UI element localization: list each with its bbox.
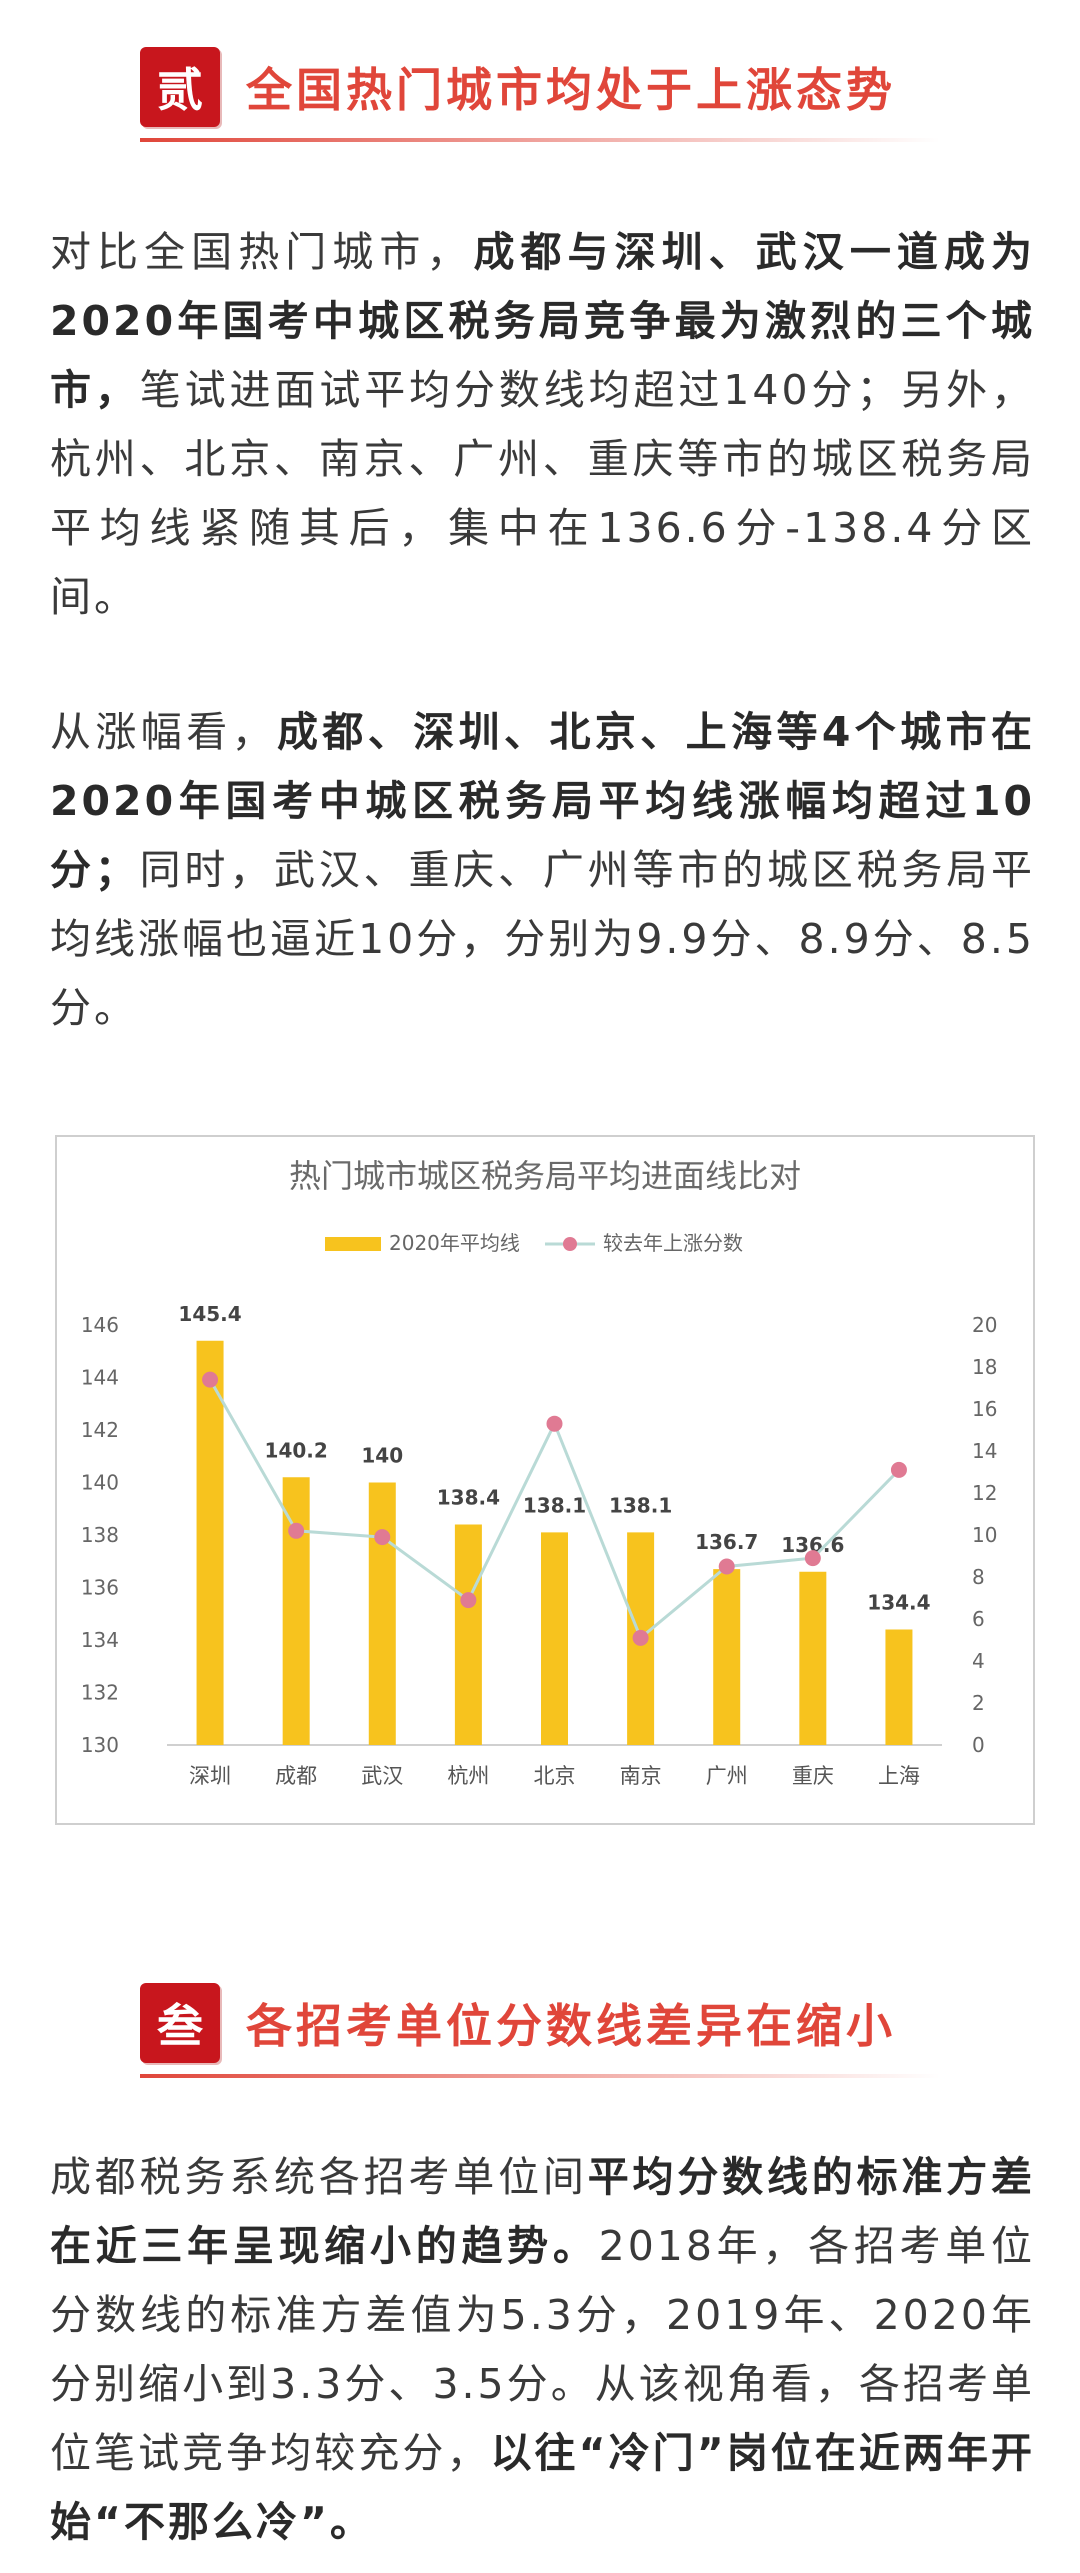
- title-underline: [140, 138, 940, 142]
- x-tick-label: 武汉: [361, 1764, 403, 1788]
- bold-text: 成都、深圳、北京、上海等4个城市在2020年国考中城区税务局平均线涨幅均超过10…: [50, 708, 1036, 894]
- x-tick-label: 成都: [275, 1764, 317, 1788]
- section-title: 全国热门城市均处于上涨态势: [246, 63, 896, 117]
- seal-icon: 叁: [140, 1983, 220, 2063]
- line-point: [632, 1629, 649, 1646]
- data-label: 138.4: [437, 1486, 500, 1510]
- x-tick-label: 广州: [706, 1764, 748, 1788]
- bar: [454, 1524, 482, 1745]
- data-label: 145.4: [178, 1302, 241, 1326]
- text: 成都税务系统各招考单位间: [50, 2153, 588, 2201]
- line-point: [718, 1558, 735, 1575]
- title-underline: [140, 2074, 940, 2078]
- y2-tick-label: 8: [972, 1565, 985, 1589]
- y2-tick-label: 20: [972, 1313, 997, 1337]
- y-tick-label: 140: [81, 1471, 119, 1495]
- y-tick-label: 142: [81, 1418, 119, 1442]
- x-tick-label: 重庆: [792, 1764, 834, 1788]
- line-point: [460, 1592, 477, 1609]
- text: 从涨幅看，: [50, 708, 278, 756]
- text: 笔试进面试平均分数线均超过140分；另外，杭州、北京、南京、广州、重庆等市的城区…: [50, 366, 1035, 621]
- y-tick-label: 130: [81, 1733, 119, 1757]
- seal-icon: 贰: [140, 47, 220, 127]
- legend-swatch-marker: [563, 1237, 577, 1251]
- y2-tick-label: 0: [972, 1733, 985, 1757]
- legend-swatch-bar: [325, 1237, 381, 1251]
- x-tick-label: 杭州: [447, 1764, 489, 1788]
- bar: [196, 1340, 224, 1745]
- plot-area: 130 132 134 136 138 140 142 144 146 0 2 4 6 8 10 12 14 16…: [81, 1302, 998, 1788]
- data-label: 136.7: [695, 1530, 758, 1554]
- line-point: [546, 1415, 563, 1432]
- text: 2018年，各招考单位分数线的标准方差值为5.3分，2019年、2020年分别缩…: [50, 2222, 1035, 2477]
- line-point: [288, 1522, 305, 1539]
- bar: [541, 1532, 568, 1745]
- chart-container: 热门城市城区税务局平均进面线比对 2020年平均线 较去年上涨分数 130 132…: [55, 1135, 1035, 1825]
- y2-tick-label: 18: [972, 1355, 997, 1379]
- bar: [713, 1569, 741, 1745]
- legend-label-bar: 2020年平均线: [389, 1231, 520, 1255]
- y2-tick-label: 10: [972, 1523, 997, 1547]
- data-label: 140.2: [265, 1438, 328, 1462]
- section-heading-3: 叁 各招考单位分数线差异在缩小: [140, 1978, 940, 2078]
- x-tick-label: 深圳: [189, 1764, 231, 1788]
- bold-text: 成都与深圳、武汉一道成为2020年国考中城区税务局竞争最为激烈的三个城市，: [50, 228, 1036, 414]
- x-tick-label: 北京: [534, 1764, 576, 1788]
- bar: [282, 1477, 310, 1745]
- y-tick-label: 136: [81, 1576, 119, 1600]
- legend: 2020年平均线 较去年上涨分数: [325, 1231, 743, 1255]
- bar-line-chart: 热门城市城区税务局平均进面线比对 2020年平均线 较去年上涨分数 130 132…: [81, 1157, 998, 1788]
- bold-text: 平均分数线的标准方差在近三年呈现缩小的趋势。: [50, 2153, 1036, 2270]
- line-point: [202, 1371, 219, 1388]
- line-point: [890, 1461, 907, 1478]
- y2-tick-label: 12: [972, 1481, 997, 1505]
- line-point: [804, 1550, 821, 1567]
- y2-tick-label: 14: [972, 1439, 997, 1463]
- data-label: 134.4: [867, 1591, 930, 1615]
- paragraph-1: 对比全国热门城市，成都与深圳、武汉一道成为2020年国考中城区税务局竞争最为激烈…: [50, 218, 1035, 632]
- legend-label-line: 较去年上涨分数: [603, 1231, 743, 1255]
- y2-tick-label: 2: [972, 1691, 985, 1715]
- bar: [885, 1629, 913, 1745]
- paragraph-3: 成都税务系统各招考单位间平均分数线的标准方差在近三年呈现缩小的趋势。2018年，…: [50, 2143, 1035, 2557]
- x-tick-label: 南京: [620, 1764, 662, 1788]
- x-tick-label: 上海: [878, 1764, 920, 1788]
- text: 同时，武汉、重庆、广州等市的城区税务局平均线涨幅也逼近10分，分别为9.9分、8…: [50, 846, 1036, 1032]
- y-tick-label: 132: [81, 1681, 119, 1705]
- data-label: 138.1: [609, 1493, 672, 1517]
- y-tick-label: 144: [81, 1366, 119, 1390]
- section-title: 各招考单位分数线差异在缩小: [246, 1999, 896, 2053]
- chart-title: 热门城市城区税务局平均进面线比对: [289, 1157, 801, 1195]
- line-point: [374, 1529, 391, 1546]
- y-tick-label: 138: [81, 1523, 119, 1547]
- y2-tick-label: 6: [972, 1607, 985, 1631]
- text: 对比全国热门城市，: [50, 228, 474, 276]
- paragraph-2: 从涨幅看，成都、深圳、北京、上海等4个城市在2020年国考中城区税务局平均线涨幅…: [50, 698, 1035, 1043]
- y2-tick-label: 4: [972, 1649, 985, 1673]
- y-tick-label: 134: [81, 1628, 119, 1652]
- y2-tick-label: 16: [972, 1397, 997, 1421]
- section-heading-2: 贰 全国热门城市均处于上涨态势: [140, 42, 940, 142]
- data-label: 138.1: [523, 1493, 586, 1517]
- bar: [368, 1482, 396, 1745]
- y-tick-label: 146: [81, 1313, 119, 1337]
- bar: [799, 1571, 827, 1745]
- data-label: 140: [361, 1444, 403, 1468]
- bold-text: 以往“冷门”岗位在近两年开始“不那么冷”。: [50, 2429, 1035, 2546]
